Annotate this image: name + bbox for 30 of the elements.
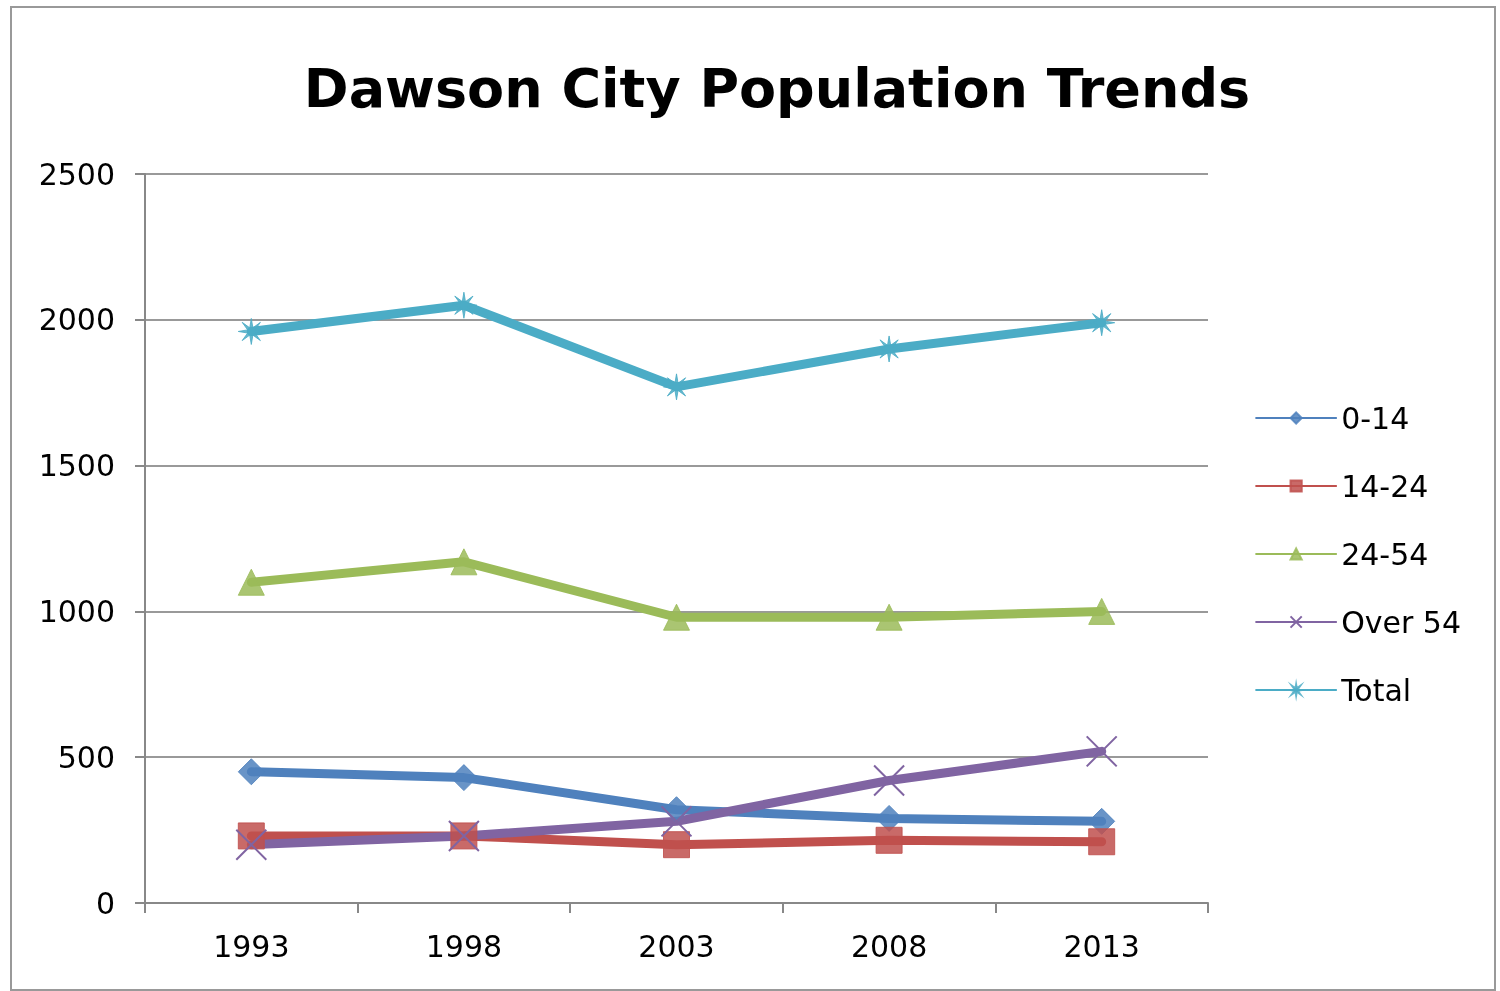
x-tick-label: 2008 [850, 928, 928, 964]
y-tick-label: 1500 [38, 448, 115, 484]
point [237, 568, 265, 596]
x-tick-label: 2003 [638, 928, 715, 964]
legend-label: Over 54 [1341, 604, 1462, 640]
x-tick-label: 2013 [1063, 928, 1140, 964]
legend-label: 0-14 [1341, 400, 1410, 436]
y-tick-label: 0 [95, 885, 115, 921]
x-tick-label: 1993 [213, 928, 290, 964]
point [450, 548, 478, 576]
point [875, 603, 903, 631]
point [873, 764, 906, 797]
point [1088, 597, 1116, 625]
y-tick-label: 2000 [38, 302, 115, 338]
point [875, 826, 903, 854]
point [1085, 735, 1118, 768]
point [660, 805, 693, 838]
legend-label: 24-54 [1341, 536, 1429, 572]
legend-label: 14-24 [1341, 468, 1429, 504]
point [1088, 828, 1116, 856]
point [235, 828, 268, 861]
chart-title: Dawson City Population Trends [303, 56, 1251, 120]
point [663, 831, 690, 859]
y-tick-label: 500 [57, 739, 115, 775]
point [663, 603, 690, 631]
y-tick-label: 1000 [38, 593, 115, 629]
x-tick-label: 1998 [425, 928, 503, 964]
point [663, 373, 690, 401]
y-tick-label: 2500 [38, 156, 115, 192]
legend-label: Total [1340, 672, 1412, 708]
